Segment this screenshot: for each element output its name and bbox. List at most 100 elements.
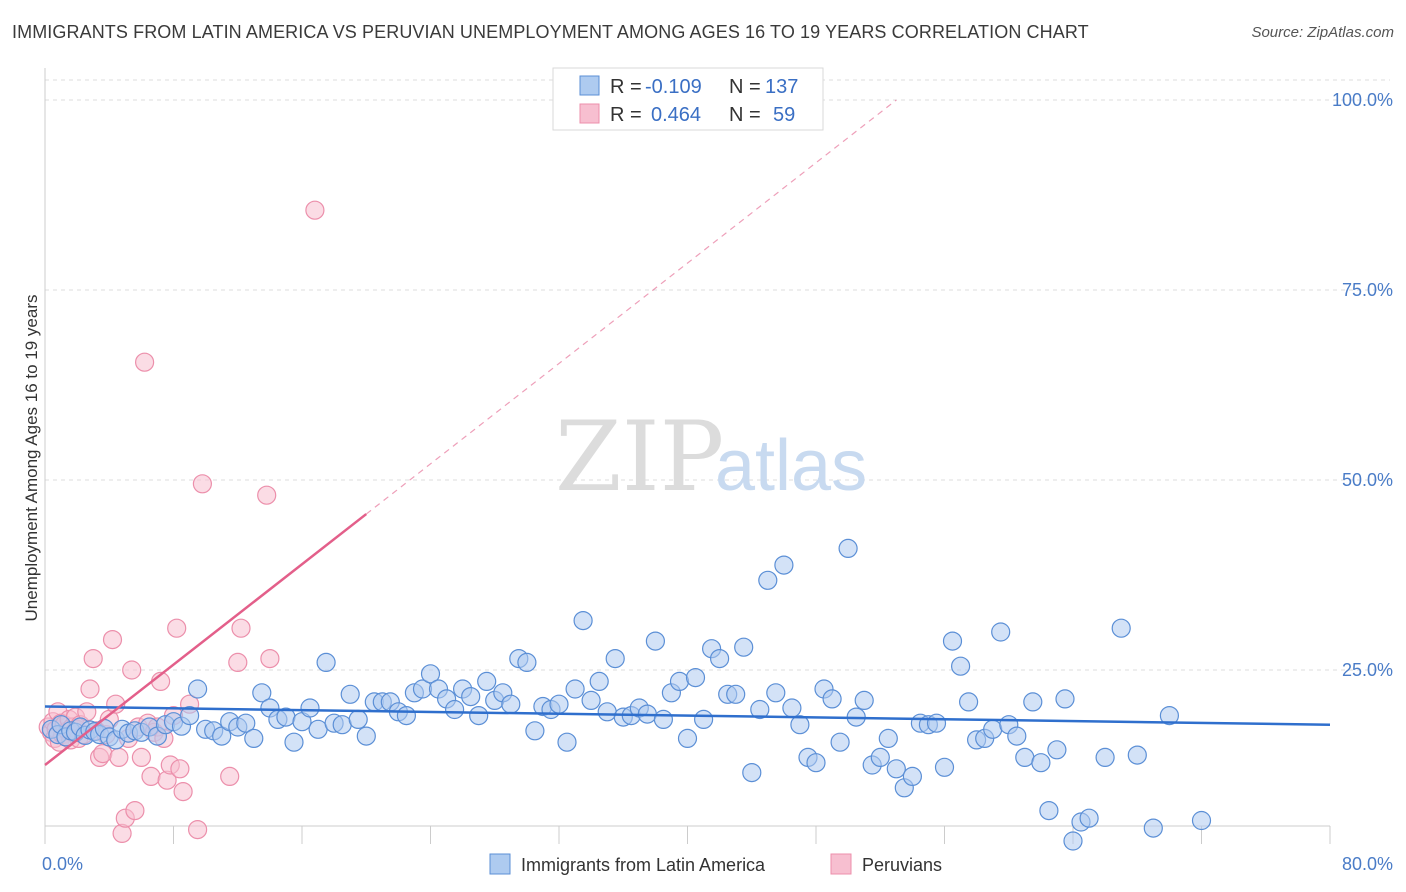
latin-america-point-75 <box>597 702 617 722</box>
latin-america-point-38 <box>300 698 320 718</box>
latin-america-point-42 <box>332 715 352 735</box>
series-label-peruvians: Peruvians <box>862 855 942 875</box>
peruvians-point-59 <box>257 485 277 505</box>
x-tick-label-1: 80.0% <box>1342 854 1393 874</box>
latin-america-point-56 <box>445 699 465 720</box>
latin-america-point-139 <box>1143 818 1163 838</box>
latin-america-point-120 <box>958 692 979 712</box>
legend-n-value-blue: 137 <box>765 76 798 98</box>
tick-labels: 25.0% 50.0% 75.0% 100.0% 0.0% 80.0% <box>42 90 1393 874</box>
legend-r-label-pink: R = <box>610 104 642 126</box>
peruvians-point-56 <box>228 652 248 673</box>
latin-america-point-24 <box>188 679 208 699</box>
peruvians-point-36 <box>125 800 145 821</box>
latin-america-point-36 <box>284 732 304 752</box>
latin-america-point-97 <box>774 555 794 575</box>
latin-america-point-63 <box>501 694 521 714</box>
series-legend: Immigrants from Latin America Peruvians <box>489 853 942 875</box>
latin-america-point-23 <box>180 705 200 726</box>
latin-america-point-70 <box>557 732 577 752</box>
peruvians-point-55 <box>220 766 240 787</box>
latin-america-point-113 <box>902 766 923 787</box>
latin-america-point-72 <box>573 610 593 631</box>
y-tick-label-3: 100.0% <box>1332 90 1393 110</box>
latin-america-point-119 <box>950 656 971 676</box>
latin-america-point-84 <box>669 671 690 692</box>
latin-america-point-130 <box>1039 800 1059 821</box>
chart-title: IMMIGRANTS FROM LATIN AMERICA VS PERUVIA… <box>12 22 1089 42</box>
latin-america-point-81 <box>645 631 666 651</box>
latin-america-point-128 <box>1023 692 1043 712</box>
peruvians-point-22 <box>80 679 100 699</box>
latin-america-point-124 <box>991 622 1011 642</box>
peruvians-point-50 <box>170 759 190 779</box>
latin-america-point-59 <box>469 705 489 726</box>
y-tick-label-1: 50.0% <box>1342 470 1393 490</box>
legend-n-label-blue: N = <box>729 76 761 98</box>
trend-lines <box>44 99 1331 766</box>
latin-america-point-123 <box>983 719 1003 739</box>
latin-america-point-138 <box>1127 745 1147 765</box>
latin-america-point-141 <box>1191 810 1212 831</box>
latin-america-point-137 <box>1111 618 1131 638</box>
latin-america-point-110 <box>878 728 898 749</box>
peruvians-point-35 <box>122 660 142 680</box>
latin-america-point-135 <box>1079 808 1099 828</box>
peruvians-point-49 <box>167 618 187 638</box>
peruvians-trend-extension <box>365 99 897 515</box>
latin-america-point-111 <box>886 759 906 779</box>
peruvians-point-57 <box>231 618 251 638</box>
latin-america-point-50 <box>396 705 416 726</box>
latin-america-point-65 <box>517 652 537 673</box>
latin-america-point-126 <box>1007 726 1027 746</box>
peruvians-trend-line <box>44 513 368 766</box>
series-swatch-peruvians <box>830 853 852 875</box>
legend-r-value-blue: -0.109 <box>645 76 702 98</box>
series-label-latin-america: Immigrants from Latin America <box>521 855 766 875</box>
latin-america-point-58 <box>461 686 481 707</box>
y-tick-label-0: 25.0% <box>1342 660 1393 680</box>
latin-america-point-60 <box>477 671 497 692</box>
latin-america-point-40 <box>316 652 336 673</box>
peruvians-point-41 <box>141 766 161 787</box>
latin-america-point-105 <box>838 538 858 559</box>
latin-america-point-44 <box>348 709 368 730</box>
watermark: ZIP atlas <box>555 401 867 513</box>
latin-america-point-118 <box>942 631 963 651</box>
peruvians-point-39 <box>135 352 155 372</box>
y-axis-label: Unemployment Among Ages 16 to 19 years <box>22 295 41 622</box>
legend-n-value-pink: 59 <box>773 104 795 126</box>
peruvians-point-53 <box>188 819 208 840</box>
latin-america-point-136 <box>1095 747 1115 768</box>
peruvians-point-23 <box>83 648 103 669</box>
latin-america-point-27 <box>212 726 232 746</box>
latin-america-point-132 <box>1055 689 1075 709</box>
latin-america-point-66 <box>525 721 545 741</box>
latin-america-point-101 <box>806 753 826 773</box>
series-swatch-latin-america <box>489 853 511 875</box>
legend-r-label-blue: R = <box>610 76 642 98</box>
grid-lines <box>45 79 1390 671</box>
latin-america-point-127 <box>1015 747 1035 768</box>
legend-n-label-pink: N = <box>729 104 761 126</box>
peruvians-point-38 <box>131 747 151 768</box>
legend-swatch-blue <box>579 75 600 96</box>
y-tick-label-2: 75.0% <box>1342 280 1393 300</box>
latin-america-point-129 <box>1031 753 1051 773</box>
watermark-atlas: atlas <box>715 426 867 506</box>
axes <box>44 68 1331 844</box>
latin-america-point-82 <box>653 709 674 730</box>
latin-america-point-107 <box>854 690 874 711</box>
latin-america-point-76 <box>605 648 625 669</box>
latin-america-point-94 <box>750 699 770 720</box>
latin-america-point-92 <box>734 637 754 657</box>
latin-america-point-99 <box>790 715 810 735</box>
latin-america-points <box>41 538 1212 851</box>
latin-america-point-31 <box>244 728 264 749</box>
latin-america-point-117 <box>934 757 955 777</box>
stats-legend: R = -0.109 N = 137 R = 0.464 N = 59 <box>552 67 824 131</box>
latin-america-point-140 <box>1159 705 1180 726</box>
watermark-zip: ZIP <box>555 401 724 513</box>
latin-america-point-53 <box>420 664 441 684</box>
peruvians-point-51 <box>173 781 193 802</box>
